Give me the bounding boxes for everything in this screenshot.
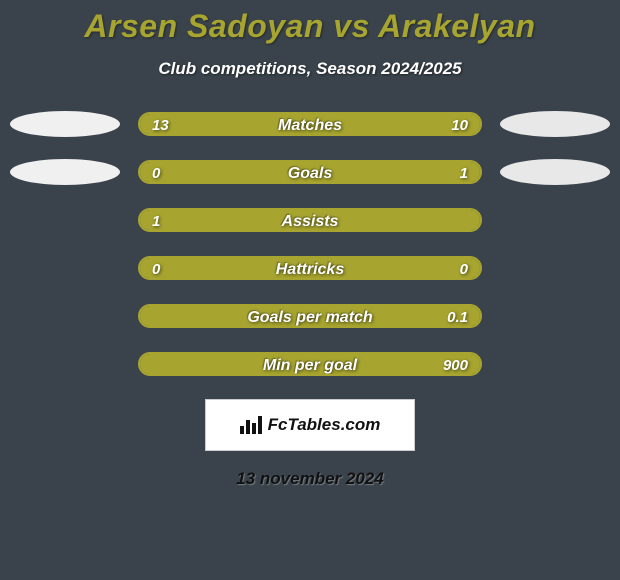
comparison-card: Arsen Sadoyan vs Arakelyan Club competit… bbox=[0, 0, 620, 580]
stat-row: Min per goal900 bbox=[0, 351, 620, 377]
stat-row: Goals0 1 bbox=[0, 159, 620, 185]
stat-left-value: 0 bbox=[152, 162, 160, 184]
stat-right-value: 10 bbox=[451, 114, 468, 136]
stat-bar: Assists1 bbox=[138, 208, 482, 232]
stats-list: Matches1310Goals01Assists1Hattricks00Goa… bbox=[0, 111, 620, 377]
source-badge-text: FcTables.com bbox=[268, 415, 381, 435]
stat-row: Goals per match0.1 bbox=[0, 303, 620, 329]
stat-right-value: 900 bbox=[443, 354, 468, 376]
stat-label: Goals bbox=[140, 162, 480, 184]
stat-bar: Goals per match0.1 bbox=[138, 304, 482, 328]
stat-right-value: 0 bbox=[460, 258, 468, 280]
stat-left-value: 1 bbox=[152, 210, 160, 232]
chart-icon bbox=[240, 416, 262, 434]
stat-bar: Min per goal900 bbox=[138, 352, 482, 376]
date-label: 13 november 2024 bbox=[0, 469, 620, 489]
stat-left-value: 0 bbox=[152, 258, 160, 280]
stat-label: Hattricks bbox=[140, 258, 480, 280]
stat-label: Goals per match bbox=[140, 306, 480, 328]
stat-label: Min per goal bbox=[140, 354, 480, 376]
stat-row: Matches13 10 bbox=[0, 111, 620, 137]
stat-bar: Matches13 10 bbox=[138, 112, 482, 136]
subtitle: Club competitions, Season 2024/2025 bbox=[0, 59, 620, 79]
stat-right-value: 0.1 bbox=[447, 306, 468, 328]
stat-bar: Goals0 1 bbox=[138, 160, 482, 184]
stat-left-value: 13 bbox=[152, 114, 169, 136]
player-right-placeholder bbox=[500, 111, 610, 137]
stat-right-value: 1 bbox=[460, 162, 468, 184]
page-title: Arsen Sadoyan vs Arakelyan bbox=[0, 8, 620, 45]
stat-label: Matches bbox=[140, 114, 480, 136]
stat-row: Hattricks0 0 bbox=[0, 255, 620, 281]
stat-row: Assists1 bbox=[0, 207, 620, 233]
stat-label: Assists bbox=[140, 210, 480, 232]
stat-bar: Hattricks0 0 bbox=[138, 256, 482, 280]
source-badge[interactable]: FcTables.com bbox=[205, 399, 415, 451]
player-left-placeholder bbox=[10, 159, 120, 185]
player-right-placeholder bbox=[500, 159, 610, 185]
player-left-placeholder bbox=[10, 111, 120, 137]
